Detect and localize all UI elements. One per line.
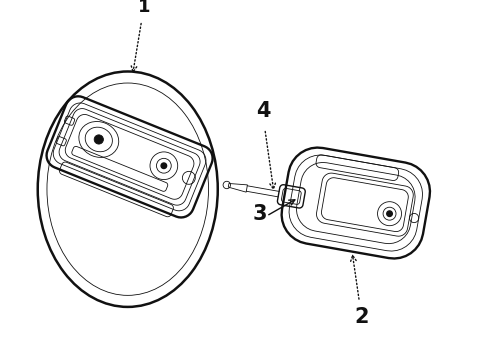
Circle shape [94,135,103,144]
Circle shape [161,163,167,168]
Text: 1: 1 [138,0,150,16]
Text: 4: 4 [256,101,270,121]
Circle shape [387,211,392,216]
Text: 2: 2 [354,306,368,327]
Text: 3: 3 [252,204,267,224]
